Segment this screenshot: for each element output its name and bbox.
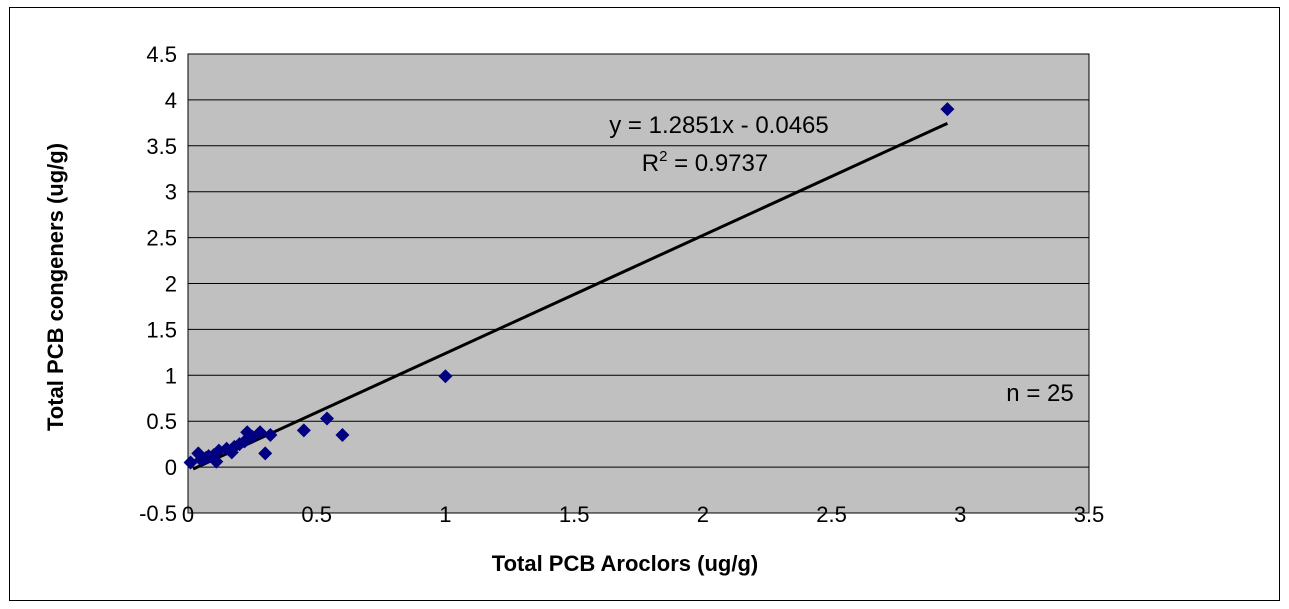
data-point <box>258 446 273 461</box>
x-tick-label: 3 <box>954 502 966 527</box>
x-tick-label: 2 <box>697 502 709 527</box>
data-point <box>253 425 268 440</box>
equation-label: y = 1.2851x - 0.0465 <box>609 112 829 139</box>
x-tick-label: 0.5 <box>301 502 332 527</box>
data-point <box>263 427 278 442</box>
y-tick-label: 2 <box>165 272 177 297</box>
y-tick-label: 0.5 <box>146 409 177 434</box>
y-tick-label: 2.5 <box>146 226 177 251</box>
y-tick-label: -0.5 <box>139 501 177 526</box>
sample-count-label: n = 25 <box>1006 380 1073 407</box>
y-tick-label: 4.5 <box>146 42 177 67</box>
x-tick-label: 3.5 <box>1074 502 1105 527</box>
data-point <box>209 454 224 469</box>
y-tick-label: 4 <box>165 88 177 113</box>
data-point <box>183 455 198 470</box>
y-tick-label: 3 <box>165 180 177 205</box>
y-tick-label: 1.5 <box>146 317 177 342</box>
x-axis-ticks: 0 0.5 1 1.5 2 2.5 3 3.5 <box>182 502 1104 527</box>
x-tick-label: 0 <box>182 502 194 527</box>
data-point <box>320 411 335 426</box>
data-point <box>335 427 350 442</box>
trendline <box>192 121 949 471</box>
x-tick-label: 2.5 <box>816 502 847 527</box>
r-squared-label: R2 = 0.9737 <box>642 148 768 177</box>
y-tick-label: 1 <box>165 363 177 388</box>
y-tick-label: 3.5 <box>146 134 177 159</box>
x-tick-label: 1 <box>439 502 451 527</box>
data-point <box>438 369 453 384</box>
y-axis-ticks: -0.5 0 0.5 1 1.5 2 2.5 3 3.5 4 4.5 <box>139 42 177 526</box>
data-points <box>183 102 955 470</box>
x-tick-label: 1.5 <box>559 502 590 527</box>
y-tick-label: 0 <box>165 455 177 480</box>
data-point <box>940 102 955 117</box>
grid-lines <box>188 99 1089 468</box>
data-point <box>296 423 311 438</box>
y-axis-title: Total PCB congeners (ug/g) <box>43 143 68 431</box>
x-axis-title: Total PCB Aroclors (ug/g) <box>492 551 758 576</box>
